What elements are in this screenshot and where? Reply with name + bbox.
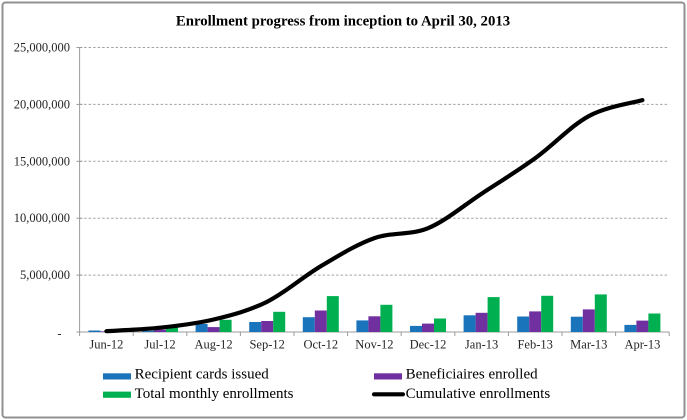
svg-text:Jul-12: Jul-12 xyxy=(144,338,175,352)
svg-text:15,000,000: 15,000,000 xyxy=(14,154,70,168)
svg-text:5,000,000: 5,000,000 xyxy=(20,268,70,282)
svg-text:Jun-12: Jun-12 xyxy=(89,338,123,352)
svg-text:Feb-13: Feb-13 xyxy=(517,338,552,352)
svg-text:20,000,000: 20,000,000 xyxy=(14,97,70,111)
svg-text:Apr-13: Apr-13 xyxy=(624,338,660,352)
svg-text:Recipient cards issued: Recipient cards issued xyxy=(135,366,270,382)
svg-text:Enrollment progress from incep: Enrollment progress from inception to Ap… xyxy=(176,14,510,30)
svg-text:25,000,000: 25,000,000 xyxy=(14,41,70,55)
svg-text:Jan-13: Jan-13 xyxy=(465,338,498,352)
svg-text:Sep-12: Sep-12 xyxy=(249,338,284,352)
svg-text:Aug-12: Aug-12 xyxy=(194,338,232,352)
svg-text:Cumulative enrollments: Cumulative enrollments xyxy=(406,386,551,402)
svg-text:10,000,000: 10,000,000 xyxy=(14,211,70,225)
svg-text:Mar-13: Mar-13 xyxy=(570,338,607,352)
svg-text:Total monthly enrollments: Total monthly enrollments xyxy=(135,386,294,402)
svg-text:Dec-12: Dec-12 xyxy=(410,338,447,352)
svg-text:Beneficiaires enrolled: Beneficiaires enrolled xyxy=(406,366,539,382)
svg-text:Oct-12: Oct-12 xyxy=(303,338,338,352)
svg-text:-: - xyxy=(57,327,61,341)
svg-text:Nov-12: Nov-12 xyxy=(355,338,393,352)
